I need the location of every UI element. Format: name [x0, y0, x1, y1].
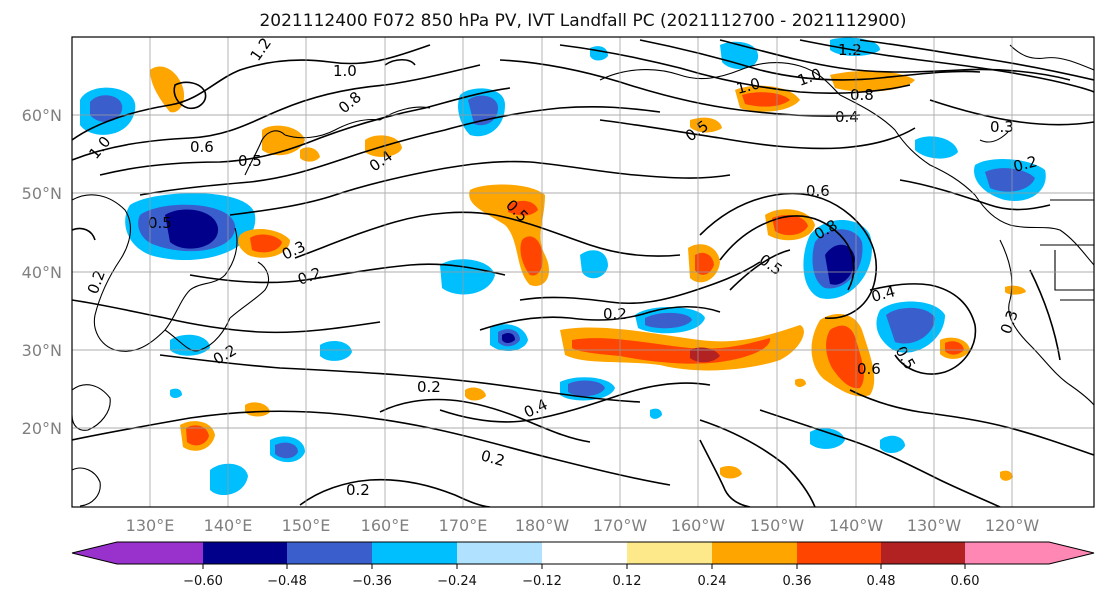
pv-contours [72, 39, 1094, 507]
lat-tick-labels: 60°N 50°N 40°N 30°N 20°N [22, 106, 62, 438]
lat-tick-label: 40°N [22, 263, 62, 282]
map-panel: 1.2 1.0 1.2 1.0 0.6 0.5 0.8 0.4 0.5 1.0 … [71, 36, 1095, 508]
lon-tick-label: 130°E [126, 516, 175, 535]
lon-tick-labels: 130°E 140°E 150°E 160°E 170°E 180°W 170°… [126, 516, 1040, 535]
colorbar-segment [712, 542, 797, 564]
lat-tick-label: 60°N [22, 106, 62, 125]
contour-label: 0.2 [346, 481, 370, 499]
coastlines [72, 44, 1094, 507]
lon-tick-label: 150°E [282, 516, 331, 535]
figure-title: 2021112400 F072 850 hPa PV, IVT Landfall… [259, 11, 906, 31]
colorbar: −0.60 −0.48 −0.36 −0.24 −0.12 0.12 0.24 … [71, 541, 1095, 589]
contour-label: 0.2 [479, 446, 507, 470]
colorbar-ticks [202, 564, 966, 569]
colorbar-tick-label: −0.12 [522, 574, 562, 589]
contour-label: 0.2 [1011, 152, 1039, 176]
lon-tick-label: 120°W [985, 516, 1040, 535]
contour-label: 0.2 [417, 378, 441, 396]
lon-tick-label: 170°W [593, 516, 648, 535]
lon-tick-label: 160°E [361, 516, 410, 535]
colorbar-tick-label: 0.48 [867, 574, 896, 589]
contour-label: 0.3 [990, 118, 1014, 136]
colorbar-segment [965, 542, 1049, 564]
lon-tick-label: 150°W [750, 516, 805, 535]
colorbar-segment [542, 542, 627, 564]
contour-label: 0.4 [869, 282, 897, 306]
colorbar-segment [457, 542, 542, 564]
lon-tick-label: 140°W [829, 516, 884, 535]
lon-tick-label: 160°W [671, 516, 726, 535]
gridlines [72, 37, 1094, 507]
colorbar-tick-label: −0.36 [352, 574, 392, 589]
lat-tick-label: 30°N [22, 341, 62, 360]
colorbar-outline [71, 541, 1095, 565]
colorbar-tick-label: −0.24 [437, 574, 477, 589]
contour-label: 0.6 [190, 138, 214, 156]
lon-tick-label: 170°E [439, 516, 488, 535]
colorbar-tick-label: 0.36 [783, 574, 812, 589]
lat-tick-label: 50°N [22, 184, 62, 203]
colorbar-segment [797, 542, 881, 564]
contour-label: 0.6 [857, 360, 881, 378]
contour-label: 0.6 [806, 182, 830, 200]
colorbar-segment [372, 542, 457, 564]
colorbar-tick-label: 0.60 [951, 574, 980, 589]
contour-label: 1.0 [734, 74, 762, 98]
contour-label: 1.0 [333, 62, 357, 80]
colorbar-tick-label: 0.12 [613, 574, 642, 589]
contour-label: 0.5 [148, 214, 172, 232]
colorbar-segment [117, 542, 203, 564]
colorbar-segment [627, 542, 712, 564]
colorbar-segment [1049, 542, 1094, 564]
map-frame [71, 36, 1095, 508]
colorbar-segment [287, 542, 372, 564]
colorbar-tick-label: −0.48 [267, 574, 307, 589]
colorbar-segment [203, 542, 287, 564]
lon-tick-label: 180°W [515, 516, 570, 535]
colorbar-segment [881, 542, 965, 564]
colorbar-tick-label: −0.60 [183, 574, 223, 589]
pv-shading [80, 37, 1046, 496]
lon-tick-label: 130°W [907, 516, 962, 535]
contour-label: 0.5 [238, 152, 262, 170]
contour-label: 0.8 [850, 86, 874, 104]
colorbar-segment [72, 542, 117, 564]
colorbar-tick-label: 0.24 [698, 574, 727, 589]
lon-tick-label: 140°E [204, 516, 253, 535]
contour-label: 0.2 [603, 305, 627, 323]
contour-label: 1.2 [838, 41, 862, 59]
contour-label: 0.4 [835, 108, 859, 126]
lat-tick-label: 20°N [22, 419, 62, 438]
contour-labels: 1.2 1.0 1.2 1.0 0.6 0.5 0.8 0.4 0.5 1.0 … [84, 37, 1039, 499]
